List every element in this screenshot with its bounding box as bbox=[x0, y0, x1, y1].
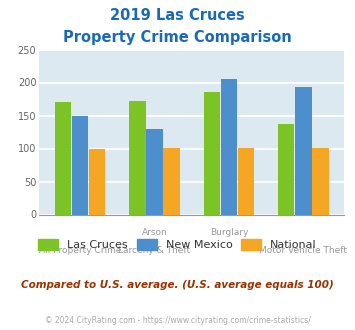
Bar bbox=[129, 101, 146, 214]
Bar bbox=[295, 87, 312, 214]
Legend: Las Cruces, New Mexico, National: Las Cruces, New Mexico, National bbox=[36, 237, 319, 252]
Bar bbox=[221, 79, 237, 214]
Bar bbox=[72, 115, 88, 214]
Bar bbox=[146, 129, 163, 214]
Text: Motor Vehicle Theft: Motor Vehicle Theft bbox=[260, 246, 348, 255]
Text: All Property Crime: All Property Crime bbox=[39, 246, 121, 255]
Text: © 2024 CityRating.com - https://www.cityrating.com/crime-statistics/: © 2024 CityRating.com - https://www.city… bbox=[45, 316, 310, 325]
Text: Larceny & Theft: Larceny & Theft bbox=[119, 246, 191, 255]
Bar bbox=[55, 102, 71, 214]
Bar bbox=[278, 124, 294, 214]
Bar bbox=[89, 148, 105, 214]
Bar bbox=[238, 148, 254, 214]
Text: Compared to U.S. average. (U.S. average equals 100): Compared to U.S. average. (U.S. average … bbox=[21, 280, 334, 290]
Text: Arson: Arson bbox=[142, 228, 167, 237]
Bar bbox=[163, 148, 180, 214]
Text: Property Crime Comparison: Property Crime Comparison bbox=[63, 30, 292, 45]
Bar bbox=[312, 148, 329, 214]
Text: Burglary: Burglary bbox=[210, 228, 248, 237]
Text: 2019 Las Cruces: 2019 Las Cruces bbox=[110, 8, 245, 23]
Bar bbox=[204, 92, 220, 214]
